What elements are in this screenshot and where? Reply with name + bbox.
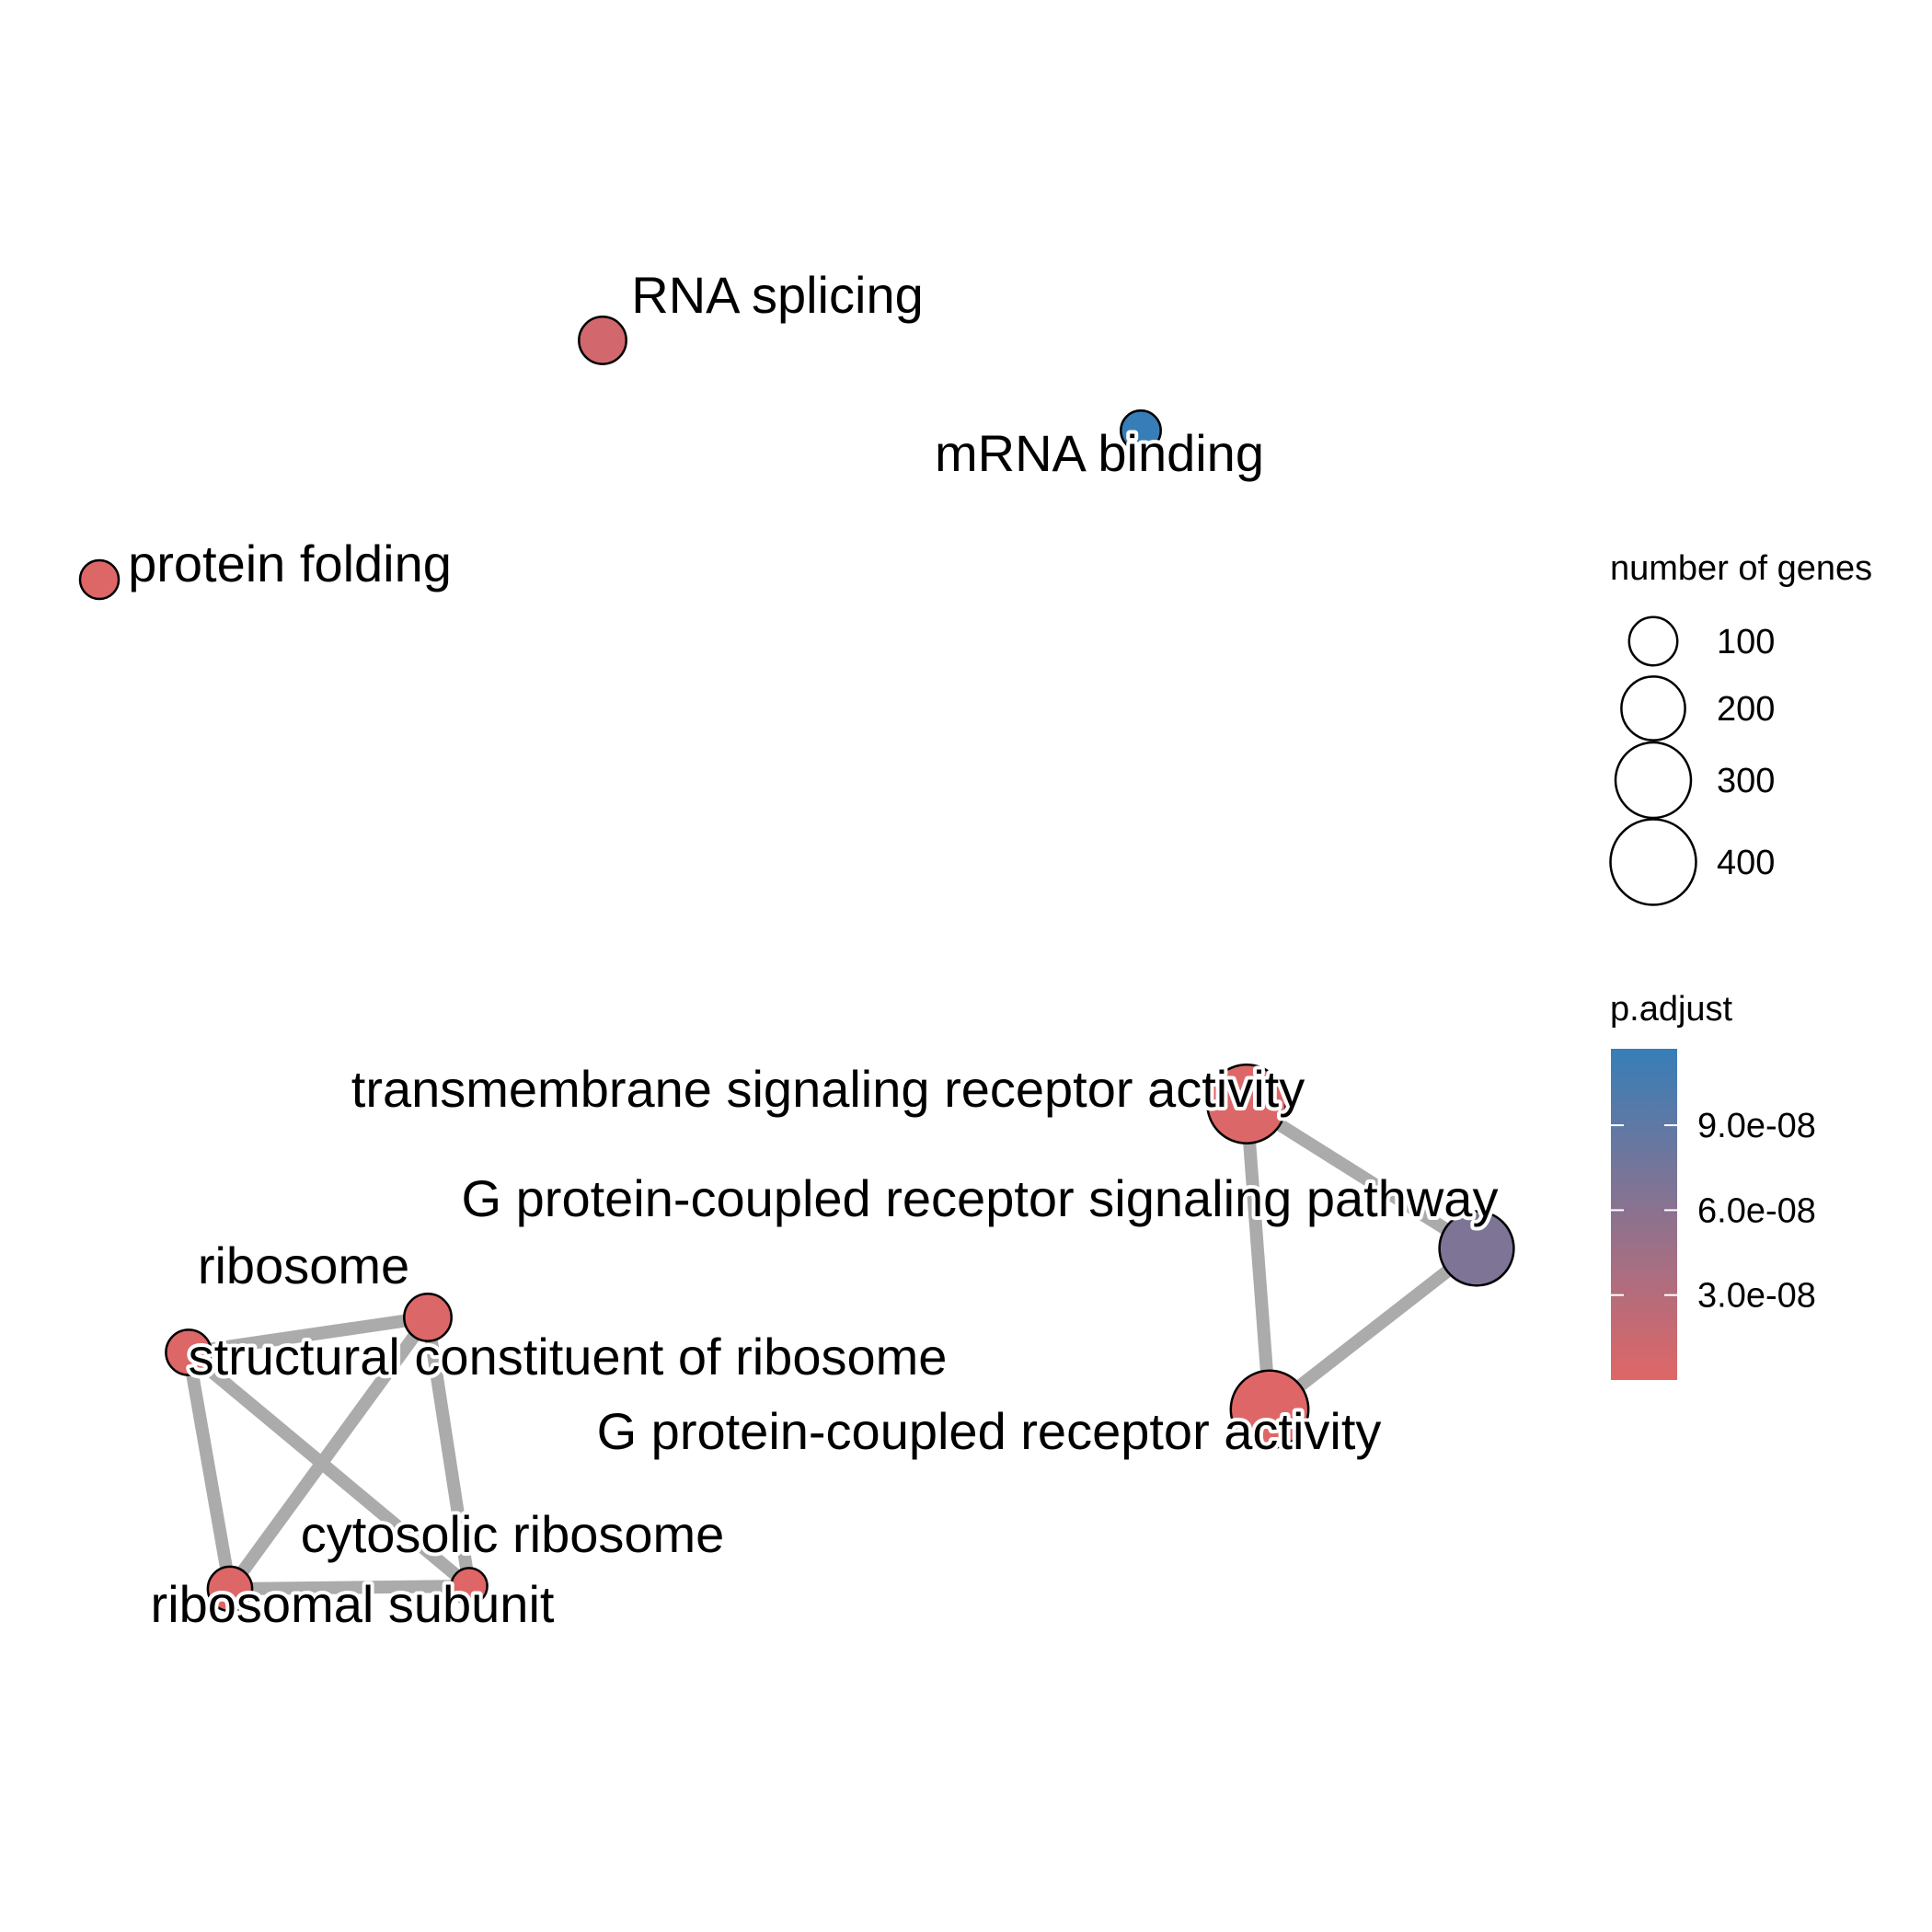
edge-ribo-cyto [421, 1316, 476, 1588]
size-legend-circle-400 [1609, 818, 1697, 906]
size-legend-label-300: 300 [1717, 762, 1775, 800]
size-legend-label-400: 400 [1717, 844, 1775, 882]
node-label-ribosomal-subunit: ribosomal subunit [151, 1575, 555, 1633]
node-label-halo-g-protein-coupled-receptor-signaling-pathway: G protein-coupled receptor signaling pat… [462, 1169, 1499, 1227]
node-label-rna-splicing: RNA splicing [631, 266, 923, 324]
node-label-halo-protein-folding: protein folding [128, 535, 452, 592]
node-transmembrane-signaling-receptor-activity [1206, 1064, 1287, 1144]
node-label-halo-ribosomal-subunit: ribosomal subunit [151, 1575, 555, 1633]
node-g-protein-coupled-receptor-activity [1229, 1369, 1310, 1450]
color-legend-bar [1611, 1049, 1677, 1380]
edge-scr-cyto [184, 1347, 474, 1592]
node-label-structural-constituent-of-ribosome: structural constituent of ribosome [189, 1328, 948, 1386]
node-protein-folding [78, 558, 121, 601]
node-label-cytosolic-ribosome: cytosolic ribosome [301, 1505, 725, 1563]
node-label-halo-mrna-binding: mRNA binding [935, 424, 1264, 482]
node-label-halo-ribosome: ribosome [198, 1236, 409, 1294]
node-layer [78, 316, 1515, 1613]
size-legend-circle-100 [1627, 615, 1679, 667]
size-legend-circle-300 [1614, 741, 1693, 820]
node-structural-constituent-of-ribosome [165, 1328, 213, 1376]
color-legend-title: p.adjust [1610, 990, 1733, 1029]
node-label-protein-folding: protein folding [128, 535, 452, 592]
node-mrna-binding [1120, 409, 1162, 452]
node-label-halo-structural-constituent-of-ribosome: structural constituent of ribosome [189, 1328, 948, 1386]
color-legend: p.adjust 9.0e-08 6.0e-08 3.0e-08 [1610, 990, 1816, 1380]
node-ribosomal-subunit [206, 1565, 254, 1613]
node-label-halo-g-protein-coupled-receptor-activity: G protein-coupled receptor activity [597, 1402, 1382, 1460]
size-legend-label-100: 100 [1717, 623, 1775, 661]
edge-scr-ribo [187, 1311, 430, 1359]
size-legend: number of genes 100 200 300 400 [1609, 549, 1872, 906]
edge-subu-cyto [229, 1580, 470, 1595]
color-legend-label-9-0e-08: 9.0e-08 [1697, 1107, 1816, 1145]
edge-scr-subu [182, 1351, 236, 1591]
edge-tmsra-gpcrp [1243, 1098, 1480, 1254]
size-legend-circle-200 [1620, 675, 1686, 742]
edge-gpcrp-gpcra [1265, 1243, 1481, 1415]
edge-layer [182, 1098, 1481, 1595]
node-label-halo-cytosolic-ribosome: cytosolic ribosome [301, 1505, 725, 1563]
node-cytosolic-ribosome [450, 1567, 489, 1605]
edge-tmsra-gpcra [1240, 1103, 1276, 1410]
node-label-halo-transmembrane-signaling-receptor-activity: transmembrane signaling receptor activit… [351, 1060, 1305, 1118]
node-rna-splicing [578, 316, 627, 365]
color-legend-label-3-0e-08: 3.0e-08 [1697, 1277, 1816, 1316]
edge-ribo-subu [224, 1313, 433, 1593]
node-label-transmembrane-signaling-receptor-activity: transmembrane signaling receptor activit… [351, 1060, 1305, 1118]
size-legend-title: number of genes [1610, 549, 1872, 588]
node-label-halo-rna-splicing: RNA splicing [631, 266, 923, 324]
node-label-g-protein-coupled-receptor-activity: G protein-coupled receptor activity [597, 1402, 1382, 1460]
node-g-protein-coupled-receptor-signaling-pathway [1438, 1210, 1515, 1287]
node-label-mrna-binding: mRNA binding [935, 424, 1264, 482]
node-ribosome [403, 1293, 453, 1342]
color-legend-label-6-0e-08: 6.0e-08 [1697, 1191, 1816, 1230]
node-label-g-protein-coupled-receptor-signaling-pathway: G protein-coupled receptor signaling pat… [462, 1169, 1499, 1227]
size-legend-label-200: 200 [1717, 690, 1775, 729]
node-label-ribosome: ribosome [198, 1236, 409, 1294]
